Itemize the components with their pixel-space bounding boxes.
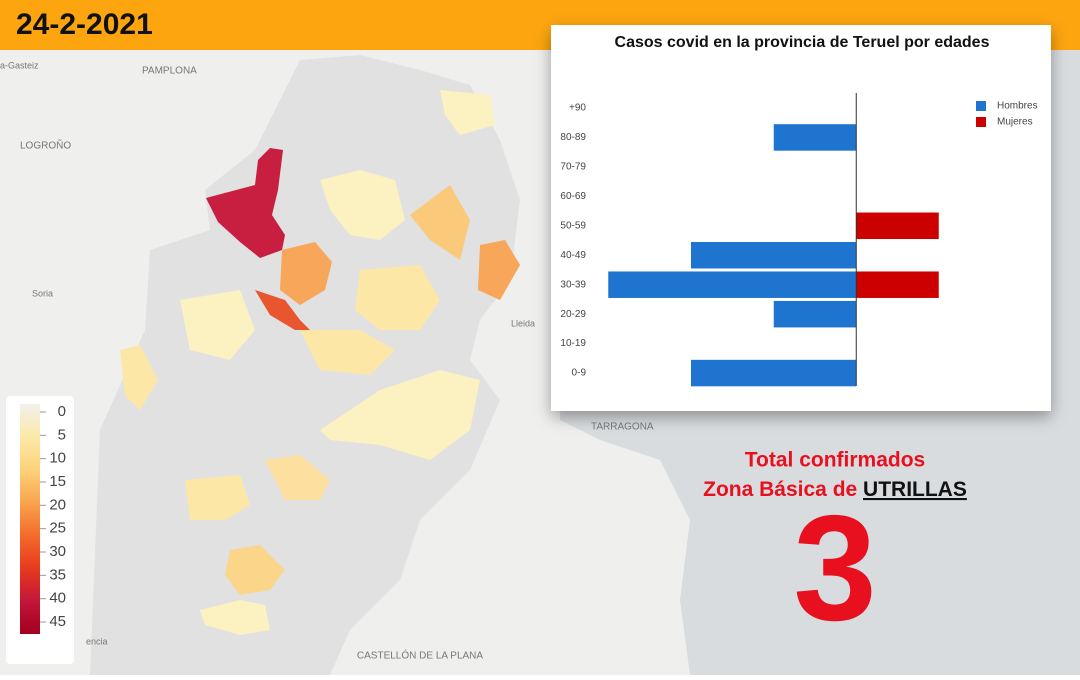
total-zone: Zona Básica de UTRILLAS [703,478,967,501]
zone [280,242,332,305]
chart-panel [551,25,1051,411]
legend-tick-label: 0 [58,403,66,420]
bar [773,300,857,328]
place: LOGROÑO [20,139,71,152]
place: encia [86,636,108,646]
legend-tick-label: 5 [58,426,66,443]
zone [180,290,255,360]
y-tick-label: 30-39 [560,279,586,290]
bar [690,359,857,387]
y-tick-label: 10-19 [560,338,586,349]
color-legend: 0 5 10 15 20 25 30 35 40 45 [6,396,74,664]
zone [265,455,330,500]
place: PAMPLONA [142,66,197,77]
y-tick-label: 0-9 [572,368,587,379]
place: TARRAGONA [591,422,654,433]
bar [690,241,857,269]
zone [225,545,285,595]
total-title: Total confirmados [745,449,925,472]
date: 24-2-2021 [16,8,153,41]
zone-prefix: Zona Básica de [703,478,863,501]
bar [856,270,940,299]
zone [478,240,520,300]
zone [300,330,395,375]
legend-tick-label: 45 [49,613,66,630]
legend-swatch [976,117,986,127]
y-tick-label: 40-49 [560,250,586,261]
place: a-Gasteiz [0,60,39,70]
bar [607,270,857,299]
chart: Casos covid en la provincia de Teruel po… [551,25,1051,411]
place: Lleida [511,318,535,328]
legend-tick-label: 20 [49,496,66,513]
zone [206,148,285,258]
legend-label: Mujeres [997,117,1033,128]
total-value: 3 [793,484,876,652]
zone [440,90,495,135]
zone [355,265,440,330]
place: Soria [32,288,53,298]
legend-tick-label: 25 [49,520,66,537]
legend-tick-label: 10 [49,450,66,467]
y-tick-label: 50-59 [560,220,586,231]
legend-tick-label: 35 [49,566,66,583]
legend-bar [20,404,40,634]
bar [773,123,857,152]
zone [255,290,310,330]
y-tick-label: 70-79 [560,162,586,173]
zone [200,600,270,635]
place: CASTELLÓN DE LA PLANA [357,649,483,662]
zone [320,370,480,460]
y-tick-label: +90 [569,103,586,114]
y-tick-label: 20-29 [560,309,586,320]
zone [320,170,405,240]
legend-tick-label: 15 [49,473,66,490]
legend-label: Hombres [997,101,1038,112]
legend-swatch [976,101,986,111]
legend-tick-label: 30 [49,543,66,560]
zone [120,345,158,410]
y-tick-label: 80-89 [560,132,586,143]
chart-title: Casos covid en la provincia de Teruel po… [615,34,990,51]
y-tick-label: 60-69 [560,191,586,202]
zone [185,475,250,520]
zone-name: UTRILLAS [863,478,967,501]
bar [856,212,940,240]
zone [410,185,470,260]
legend-tick-label: 40 [49,590,66,607]
